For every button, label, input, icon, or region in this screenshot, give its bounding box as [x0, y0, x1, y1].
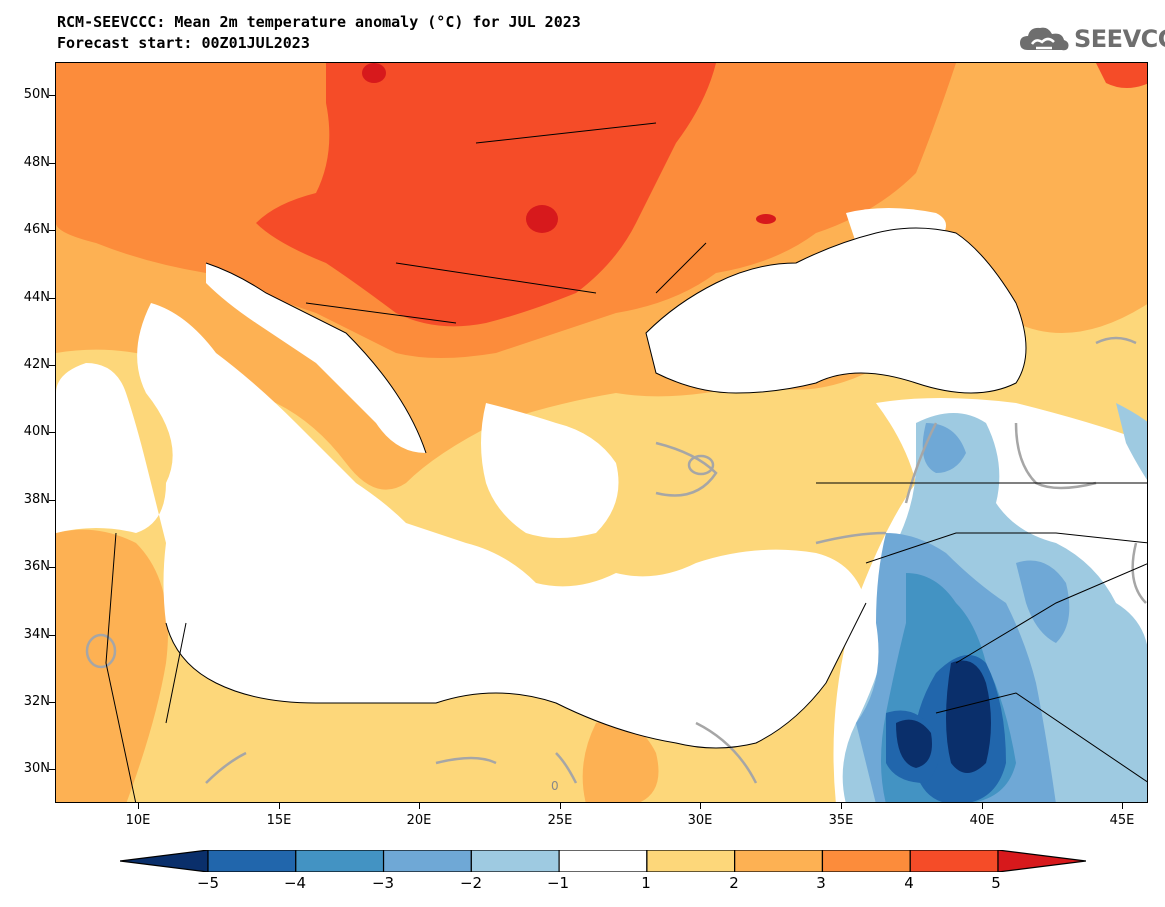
- colorbar-segment: [382, 850, 472, 872]
- colorbar-label: 1: [641, 874, 651, 892]
- colorbar-segment: [646, 850, 736, 872]
- lat-label: 32N: [23, 694, 50, 709]
- lat-label: 40N: [23, 424, 50, 439]
- lon-label: 15E: [266, 813, 292, 828]
- contour-label: 0: [551, 779, 559, 793]
- lat-label: 30N: [23, 761, 50, 776]
- lat-label: 50N: [23, 87, 50, 102]
- map-canvas: [56, 63, 1147, 802]
- lon-label: 20E: [406, 813, 432, 828]
- lon-label: 30E: [687, 813, 713, 828]
- lat-label: 46N: [23, 222, 50, 237]
- colorbar-segment: [734, 850, 824, 872]
- lat-label: 36N: [23, 559, 50, 574]
- lon-label: 35E: [828, 813, 854, 828]
- colorbar-segment: [558, 850, 648, 872]
- colorbar-segment: [120, 850, 209, 872]
- colorbar-label: −4: [283, 874, 307, 892]
- logo-text: SEEVCCC: [1074, 25, 1165, 53]
- colorbar-label: −5: [196, 874, 220, 892]
- colorbar: [120, 850, 1086, 872]
- map-title: RCM-SEEVCCC: Mean 2m temperature anomaly…: [57, 13, 581, 31]
- lat-label: 34N: [23, 627, 50, 642]
- colorbar-segment: [997, 850, 1086, 872]
- colorbar-label: −3: [371, 874, 395, 892]
- lon-label: 40E: [969, 813, 995, 828]
- colorbar-segment: [821, 850, 911, 872]
- lon-label: 45E: [1109, 813, 1135, 828]
- lon-label: 10E: [125, 813, 151, 828]
- anomaly-map: 0: [55, 62, 1148, 803]
- lat-label: 38N: [23, 492, 50, 507]
- colorbar-label: 2: [729, 874, 739, 892]
- colorbar-label: 4: [904, 874, 914, 892]
- lat-label: 44N: [23, 290, 50, 305]
- colorbar-segment: [470, 850, 560, 872]
- colorbar-segment: [295, 850, 385, 872]
- lat-label: 42N: [23, 357, 50, 372]
- seevccc-logo: SEEVCCC: [1018, 24, 1165, 54]
- colorbar-label: 3: [816, 874, 826, 892]
- colorbar-label: 5: [991, 874, 1001, 892]
- lon-label: 25E: [547, 813, 573, 828]
- map-subtitle: Forecast start: 00Z01JUL2023: [57, 34, 310, 52]
- cloud-logo-icon: [1020, 27, 1069, 51]
- colorbar-label: −1: [546, 874, 570, 892]
- colorbar-label: −2: [459, 874, 483, 892]
- colorbar-segment: [207, 850, 297, 872]
- colorbar-segment: [909, 850, 999, 872]
- lat-label: 48N: [23, 155, 50, 170]
